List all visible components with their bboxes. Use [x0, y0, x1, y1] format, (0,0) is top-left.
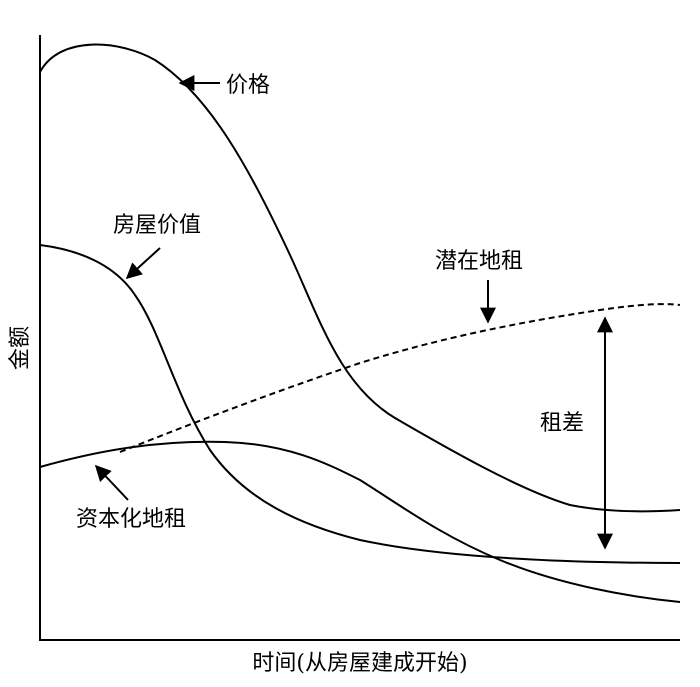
potential-rent-curve — [119, 303, 681, 453]
house-value-curve — [39, 244, 681, 564]
capitalized-rent-label: 资本化地租 — [76, 507, 186, 532]
price-label: 价格 — [226, 73, 270, 98]
potential-rent-label: 潜在地租 — [435, 249, 523, 274]
capitalized-rent-pointer-arrow — [94, 464, 129, 501]
y-axis-label: 金额 — [8, 326, 33, 370]
house-value-label: 房屋价值 — [113, 213, 201, 238]
capitalized-rent-curve — [39, 440, 681, 603]
price-curve — [39, 43, 681, 513]
rent-gap-label: 租差 — [540, 411, 584, 436]
house-value-pointer-arrow — [125, 247, 161, 280]
x-axis-label: 时间(从房屋建成开始) — [252, 651, 467, 676]
